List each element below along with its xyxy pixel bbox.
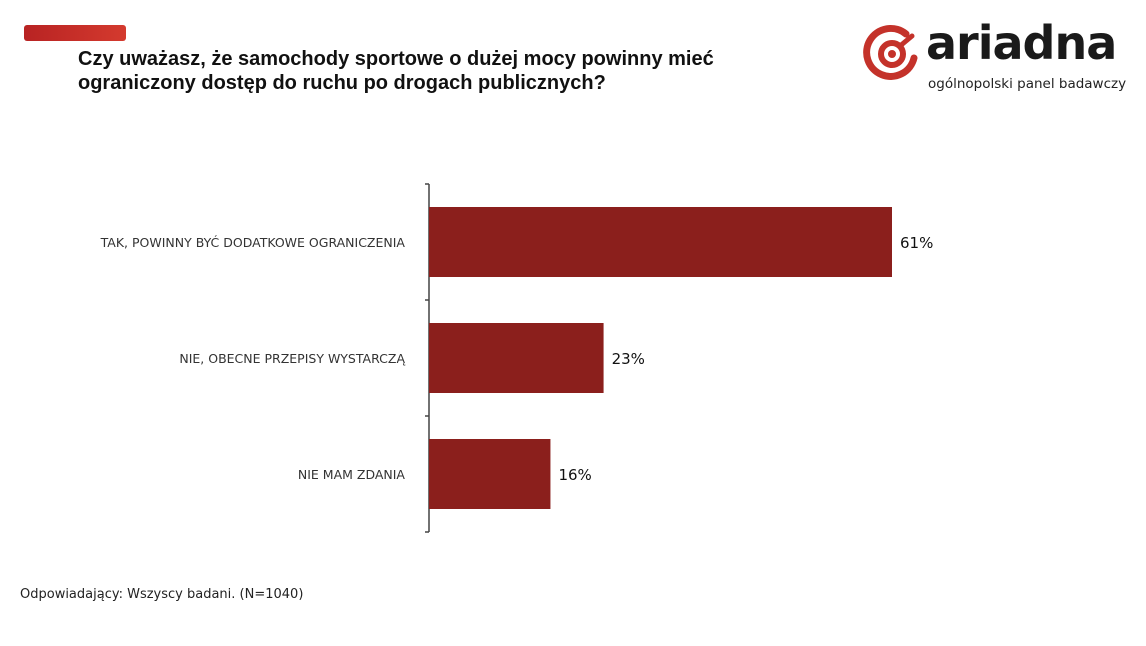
bar-1 <box>429 207 892 277</box>
accent-bar <box>24 25 126 41</box>
value-label-1: 61% <box>900 234 933 252</box>
category-label-3: NIE MAM ZDANIA <box>298 467 406 482</box>
bar-3 <box>429 439 551 509</box>
bar-2 <box>429 323 604 393</box>
category-label-2: NIE, OBECNE PRZEPISY WYSTARCZĄ <box>179 351 405 366</box>
chart-title: Czy uważasz, że samochody sportowe o duż… <box>78 48 714 94</box>
value-label-2: 23% <box>612 350 645 368</box>
category-label-1: TAK, POWINNY BYĆ DODATKOWE OGRANICZENIA <box>100 235 406 250</box>
ariadna-logo: ariadna ogólnopolski panel badawczy <box>860 16 1130 94</box>
value-label-3: 16% <box>558 466 591 484</box>
ariadna-logo-icon <box>863 24 918 80</box>
logo-tagline: ogólnopolski panel badawczy <box>928 76 1127 92</box>
respondents-note: Odpowiadający: Wszyscy badani. (N=1040) <box>20 587 304 602</box>
logo-wordmark: ariadna <box>926 16 1117 70</box>
